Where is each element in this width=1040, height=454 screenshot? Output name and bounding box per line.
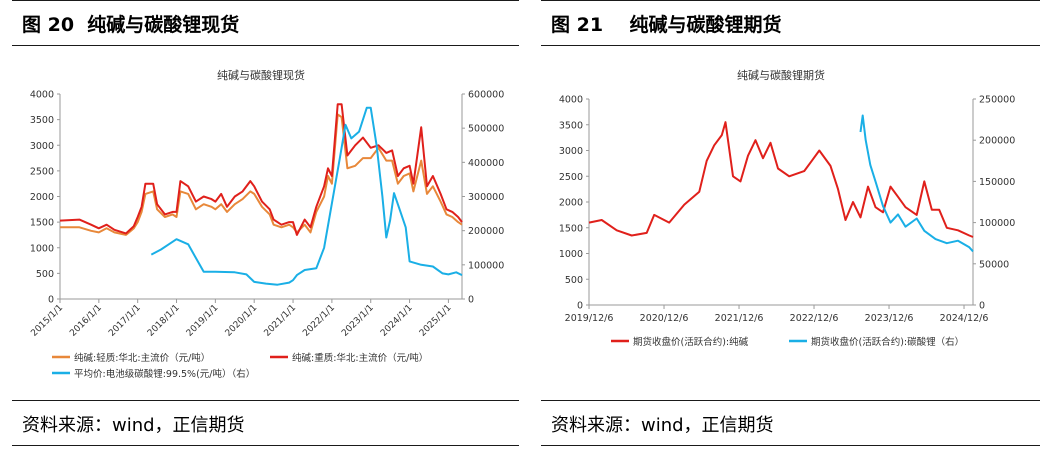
panel-right: 图 21 纯碱与碳酸锂期货 纯碱与碳酸锂期货 0 500 1000 1500 2000 25… xyxy=(541,0,1040,454)
y-tick-label-right: 500000 xyxy=(468,124,504,135)
legend-label: 纯碱:轻质:华北:主流价（元/吨） xyxy=(74,352,210,364)
y-tick-label-left: 3000 xyxy=(559,146,583,157)
y-tick-label-left: 1000 xyxy=(30,243,54,254)
y-tick-label-left: 2000 xyxy=(559,198,583,209)
series-line-0 xyxy=(60,113,463,236)
y-tick-label-right: 600000 xyxy=(468,90,504,101)
x-tick-label: 2025/1/1 xyxy=(418,303,454,339)
y-tick-label-right: 250000 xyxy=(979,95,1015,106)
y-tick-label-left: 1000 xyxy=(559,249,583,260)
series-line-2 xyxy=(150,106,463,286)
x-tick-label: 2018/1/1 xyxy=(146,303,182,339)
y-tick-label-left: 4000 xyxy=(559,95,583,106)
chart-futures: 纯碱与碳酸锂期货 0 500 1000 1500 2000 2500 3000 3500 4000… xyxy=(559,68,1015,348)
chart-spot: 纯碱与碳酸锂现货 0 500 1000 1500 2000 2500 3000 3500 4000… xyxy=(29,68,504,380)
y-tick-label-right: 400000 xyxy=(468,158,504,169)
y-tick-label-right: 0 xyxy=(979,301,985,312)
y-tick-label-right: 100000 xyxy=(979,218,1015,229)
x-tick-label: 2019/12/6 xyxy=(565,313,614,324)
x-tick-label: 2017/1/1 xyxy=(107,303,143,339)
y-tick-label-left: 2500 xyxy=(559,172,583,183)
series-line-1 xyxy=(859,114,974,253)
x-tick-label: 2016/1/1 xyxy=(68,303,104,339)
legend-label: 纯碱:重质:华北:主流价（元/吨） xyxy=(292,352,428,364)
y-tick-label-right: 200000 xyxy=(468,226,504,237)
y-tick-label-left: 3000 xyxy=(30,141,54,152)
y-tick-label-right: 0 xyxy=(468,295,474,306)
y-tick-label-right: 100000 xyxy=(468,260,504,271)
y-tick-label-left: 3500 xyxy=(30,115,54,126)
panel-heading: 图 20 纯碱与碳酸锂现货 xyxy=(22,14,240,36)
x-tick-label: 2024/12/6 xyxy=(940,313,989,324)
x-tick-label: 2021/12/6 xyxy=(715,313,764,324)
y-tick-label-left: 2500 xyxy=(30,166,54,177)
y-tick-label-left: 1500 xyxy=(30,218,54,229)
x-tick-label: 2015/1/1 xyxy=(29,303,65,339)
x-tick-label: 2024/1/1 xyxy=(379,303,415,339)
x-tick-label: 2021/1/1 xyxy=(263,303,299,339)
series-line-1 xyxy=(59,103,463,236)
x-tick-label: 2023/12/6 xyxy=(865,313,914,324)
y-tick-label-right: 50000 xyxy=(979,259,1009,270)
source-bar: 资料来源：wind，正信期货 xyxy=(541,400,1040,446)
legend-label: 期货收盘价(活跃合约):碳酸锂（右） xyxy=(811,336,964,348)
source-text: 资料来源：wind，正信期货 xyxy=(551,415,774,436)
y-tick-label-right: 150000 xyxy=(979,177,1015,188)
legend-label: 期货收盘价(活跃合约):纯碱 xyxy=(633,336,749,348)
source-bar: 资料来源：wind，正信期货 xyxy=(12,400,519,446)
y-tick-label-left: 0 xyxy=(577,301,583,312)
x-tick-label: 2019/1/1 xyxy=(185,303,221,339)
y-tick-label-left: 1500 xyxy=(559,223,583,234)
panel-heading: 图 21 纯碱与碳酸锂期货 xyxy=(551,14,782,36)
x-tick-label: 2022/12/6 xyxy=(790,313,839,324)
y-tick-label-left: 500 xyxy=(36,269,54,280)
panel-header: 图 21 纯碱与碳酸锂期货 xyxy=(541,0,1040,46)
source-text: 资料来源：wind，正信期货 xyxy=(22,415,245,436)
x-tick-label: 2022/1/1 xyxy=(301,303,337,339)
x-tick-label: 2020/1/1 xyxy=(224,303,260,339)
y-tick-label-left: 500 xyxy=(565,275,583,286)
y-tick-label-left: 0 xyxy=(48,295,54,306)
chart-title: 纯碱与碳酸锂期货 xyxy=(737,68,825,82)
x-tick-label: 2023/1/1 xyxy=(340,303,376,339)
series-line-0 xyxy=(588,121,974,238)
chart-title: 纯碱与碳酸锂现货 xyxy=(217,68,305,82)
y-tick-label-right: 300000 xyxy=(468,192,504,203)
panel-left: 图 20 纯碱与碳酸锂现货 纯碱与碳酸锂现货 0 500 1000 1500 2000 25… xyxy=(12,0,519,454)
y-tick-label-left: 2000 xyxy=(30,192,54,203)
x-tick-label: 2020/12/6 xyxy=(640,313,689,324)
y-tick-label-left: 3500 xyxy=(559,120,583,131)
y-tick-label-left: 4000 xyxy=(30,90,54,101)
panel-header: 图 20 纯碱与碳酸锂现货 xyxy=(12,0,519,46)
y-tick-label-right: 200000 xyxy=(979,136,1015,147)
legend-label: 平均价:电池级碳酸锂:99.5%(元/吨）（右） xyxy=(74,368,255,380)
